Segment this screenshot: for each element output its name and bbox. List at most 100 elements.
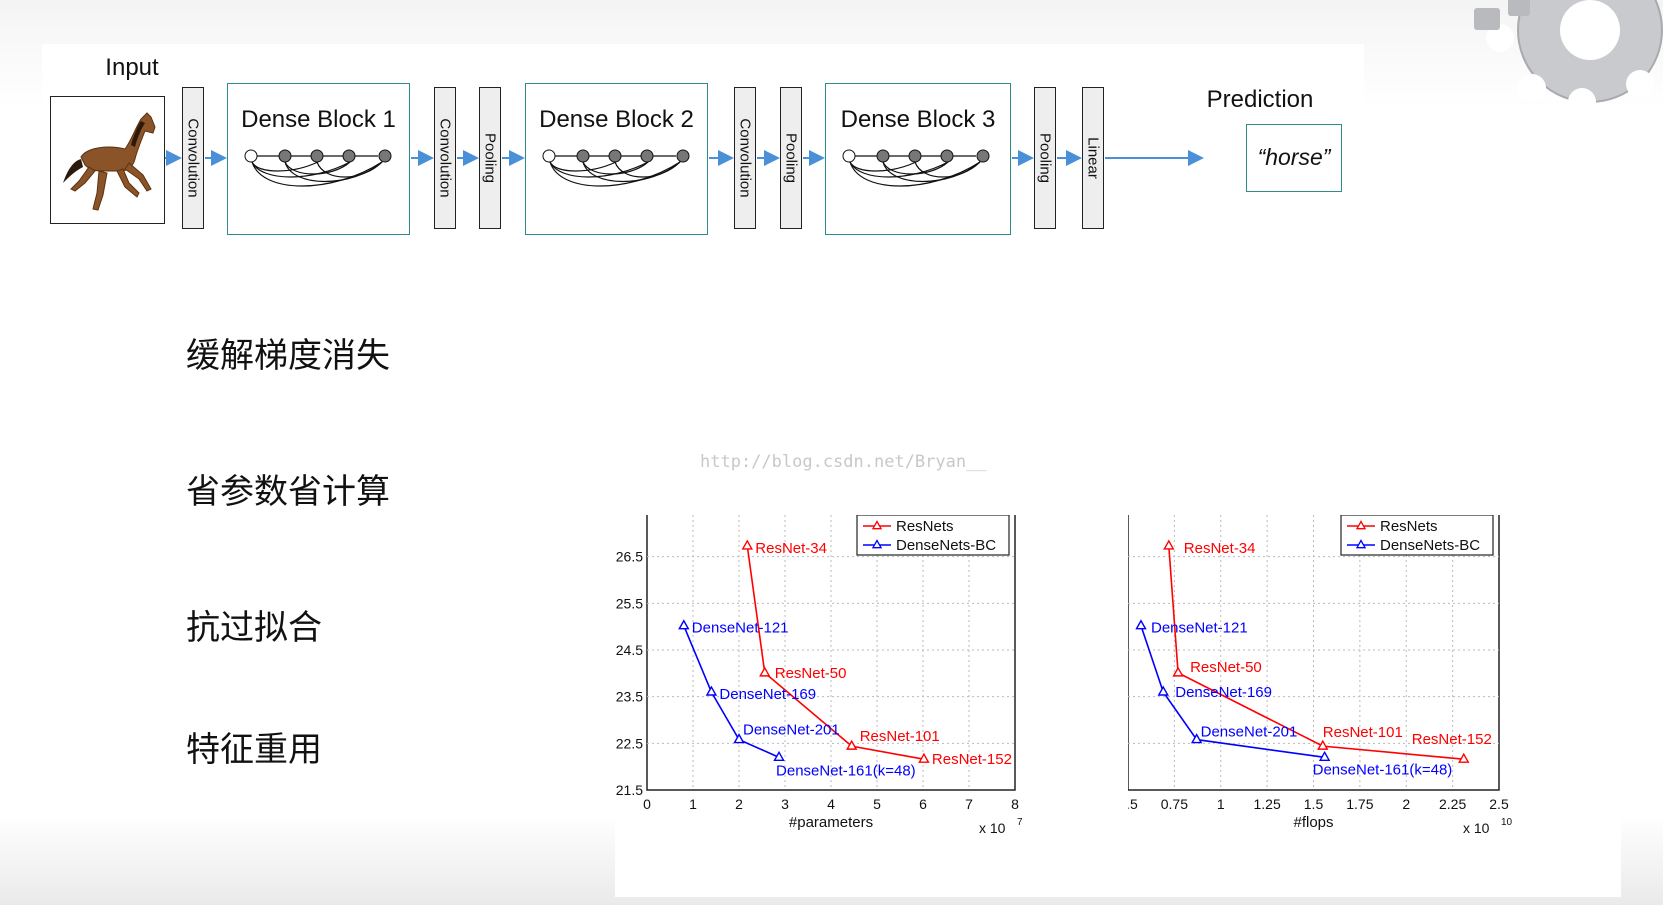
data-label: DenseNet-121 [692, 620, 789, 637]
x-tick-label: 2 [1402, 796, 1410, 812]
data-point [1135, 619, 1147, 630]
y-tick-label: 25.5 [616, 595, 643, 611]
y-tick-label: 26.5 [616, 549, 643, 565]
dense-block-title: Dense Block 1 [241, 106, 396, 133]
legend-entry: ResNets [1380, 518, 1438, 535]
x-multiplier-exponent: 10 [1501, 817, 1513, 828]
data-label: DenseNet-121 [1151, 620, 1248, 637]
series-line [683, 625, 780, 759]
bullet-point: 省参数省计算 [186, 472, 390, 512]
dense-block-1: Dense Block 1 [227, 83, 410, 235]
series-line [1168, 545, 1464, 760]
flops-chart: 0.50.7511.251.51.7522.252.521.522.523.52… [1128, 515, 1513, 836]
data-point [1157, 685, 1169, 696]
watermark-url: http://blog.csdn.net/Bryan__ [700, 452, 987, 472]
x-tick-label: 1 [689, 796, 697, 812]
x-tick-label: 2 [735, 796, 743, 812]
dense-block-3: Dense Block 3 [825, 83, 1011, 235]
data-label: ResNet-34 [755, 540, 827, 557]
data-point [1317, 739, 1329, 750]
data-point [741, 539, 753, 550]
legend-box [856, 515, 1010, 556]
pooling-layer-2: Pooling [479, 87, 501, 229]
bullet-point: 特征重用 [186, 730, 322, 770]
data-label: ResNet-152 [932, 751, 1012, 768]
densenet-architecture-diagram: Input Convolution Dense Block 1 [42, 44, 1364, 235]
legend-entry: DenseNets-BC [896, 537, 996, 554]
dense-connections-icon [842, 149, 990, 187]
data-point [759, 666, 771, 677]
gear-icon [1474, 0, 1663, 116]
dense-block-2: Dense Block 2 [525, 83, 708, 235]
chart-root: 0 1 2 3 4 5 6 7 8 21.5 22.5 23.5 24.5 25.5 26.5 27.5 #pa… [616, 515, 1023, 836]
legend-marker [871, 539, 883, 549]
dense-block-title: Dense Block 3 [840, 106, 996, 133]
x-tick-label: 2.5 [1489, 796, 1509, 812]
linear-layer: Linear [1082, 87, 1104, 229]
x-tick-label: 6 [919, 796, 927, 812]
params-chart: 0 1 2 3 4 5 6 7 8 21.5 22.5 23.5 24.5 25.5 26.5 27.5 #pa… [616, 515, 1023, 836]
data-label: ResNet-101 [860, 728, 940, 745]
prediction-label: Prediction [1206, 86, 1314, 113]
dense-block-title: Dense Block 2 [539, 106, 694, 133]
convolution-layer-2: Convolution [434, 87, 456, 229]
x-axis-label: #parameters [789, 814, 873, 831]
data-label: ResNet-50 [1190, 659, 1262, 676]
data-label: DenseNet-169 [719, 686, 816, 703]
data-point [1318, 750, 1331, 762]
series-line [746, 545, 925, 760]
x-tick-label: 1.25 [1254, 796, 1281, 812]
prediction-output: “horse” [1246, 124, 1342, 192]
x-tick-label: 1.5 [1304, 796, 1324, 812]
data-label: ResNet-50 [775, 665, 847, 682]
comparison-charts: 01234567821.522.523.524.525.526.527.5#pa… [615, 515, 1621, 897]
x-tick-label: 4 [827, 796, 835, 812]
x-tick-label: 7 [965, 796, 973, 812]
y-tick-label: 27.5 [616, 515, 643, 518]
data-label: DenseNet-201 [743, 722, 840, 739]
data-point [918, 752, 930, 763]
horse-image [50, 96, 165, 224]
x-tick-label: 3 [781, 796, 789, 812]
legend-marker [1355, 520, 1367, 530]
data-point [678, 619, 690, 630]
horse-icon [63, 112, 156, 211]
data-label: DenseNet-169 [1175, 684, 1272, 701]
legend-entry: ResNets [896, 518, 954, 535]
x-tick-label: 2.25 [1439, 796, 1466, 812]
pooling-layer-4: Pooling [1034, 87, 1056, 229]
y-tick-label: 21.5 [616, 782, 643, 798]
bullet-point: 缓解梯度消失 [186, 336, 390, 376]
data-label: DenseNet-201 [1201, 724, 1298, 741]
bullet-point: 抗过拟合 [186, 608, 322, 648]
data-point [773, 750, 785, 762]
convolution-layer-1: Convolution [182, 87, 204, 229]
x-tick-label: 0.75 [1161, 796, 1188, 812]
y-tick-label: 22.5 [616, 735, 643, 751]
data-label: ResNet-152 [1412, 731, 1492, 748]
x-tick-label: 1.75 [1346, 796, 1373, 812]
legend-marker [871, 520, 883, 530]
x-tick-label: 1 [1217, 796, 1225, 812]
data-label: DenseNet-161(k=48) [776, 762, 916, 779]
data-point [733, 733, 745, 744]
legend-entry: DenseNets-BC [1380, 537, 1480, 554]
x-multiplier-label: x 10 [1463, 820, 1490, 836]
dense-connections-icon [244, 149, 392, 187]
flow-arrows [165, 150, 1204, 166]
x-multiplier-label: x 10 [979, 820, 1006, 836]
data-point [846, 739, 858, 750]
x-tick-label: 0 [643, 796, 651, 812]
convolution-layer-3: Convolution [734, 87, 756, 229]
x-axis-label: #flops [1293, 814, 1333, 831]
pooling-layer-3: Pooling [780, 87, 802, 229]
x-tick-label: 5 [873, 796, 881, 812]
data-label: ResNet-101 [1323, 724, 1403, 741]
series-line [1140, 625, 1325, 759]
chart-root: 0.50.7511.251.51.7522.252.521.522.523.52… [1128, 515, 1513, 836]
x-multiplier-exponent: 7 [1017, 817, 1023, 828]
data-label: DenseNet-161(k=48) [1313, 761, 1453, 778]
legend-marker [1355, 539, 1367, 549]
data-point [1190, 733, 1203, 744]
y-tick-label: 24.5 [616, 642, 643, 658]
